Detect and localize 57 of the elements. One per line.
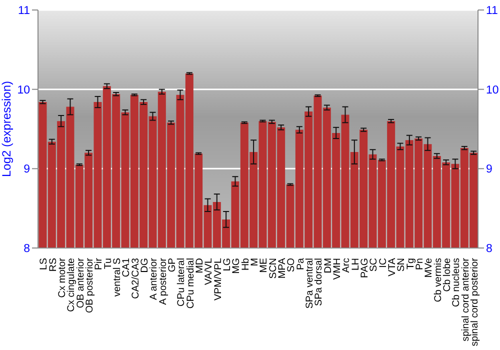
x-tick-label: A anterior — [148, 257, 160, 300]
y-axis-title: Log2 (expression) — [0, 80, 14, 178]
x-tick-label: GP — [166, 258, 178, 272]
x-tick-label: ventral S — [112, 258, 123, 297]
x-tick-label: Cb vermis — [432, 258, 444, 302]
x-tick-label: A posterior — [158, 257, 169, 305]
y2-tick-label: 11 — [486, 5, 498, 18]
x-tick-label: CA1 — [121, 258, 132, 278]
x-tick-label: Cx motor — [56, 257, 68, 298]
x-tick-label: MPA — [276, 258, 288, 279]
x-tick-label: SO — [286, 258, 298, 272]
x-tick-label: SPa ventral — [304, 258, 316, 309]
x-tick-label: Pir — [94, 257, 105, 270]
x-tick-label: CA2/CA3 — [130, 257, 142, 299]
y2-tick-label: 9 — [486, 164, 492, 176]
x-tick-label: Tu — [102, 258, 114, 270]
x-tick-label: DG — [139, 258, 150, 273]
x-tick-label: spinal cord posterior — [469, 257, 480, 346]
x-tick-label: Pa — [295, 257, 306, 270]
x-tick-label: VPM/VPL — [212, 257, 224, 300]
x-tick-label: SC — [368, 258, 380, 272]
x-tick-label: Pn — [414, 258, 426, 270]
x-tick-label: IC — [378, 258, 389, 268]
x-tick-label: Hb — [240, 257, 252, 271]
x-tick-label: VTA — [386, 258, 398, 276]
x-tick-label: OB posterior — [84, 257, 96, 313]
x-tick-label: Tg — [405, 258, 416, 270]
x-tick-label: PAG — [359, 258, 370, 278]
x-tick-label: LG — [222, 258, 233, 272]
x-tick-label: LS — [38, 258, 50, 270]
y-tick-label: 11 — [18, 5, 30, 18]
x-tick-label: MVe — [424, 257, 435, 278]
x-tick-label: LH — [350, 258, 362, 271]
x-tick-label: MG — [231, 258, 242, 274]
x-tick-label: VA/VL — [204, 257, 215, 286]
y-tick-label: 9 — [24, 164, 30, 176]
y2-tick-label: 10 — [486, 84, 499, 96]
x-tick-label: RS — [48, 258, 59, 272]
x-tick-label: Cb nucleus — [451, 258, 462, 308]
y-tick-label: 10 — [17, 84, 30, 96]
x-tick-label: spinal cord anterior — [460, 257, 472, 342]
x-tick-label: SPa dorsal — [314, 258, 325, 306]
x-tick-label: DM — [322, 258, 334, 274]
x-tick-label: ME — [258, 258, 270, 273]
x-tick-label: M — [249, 258, 260, 266]
x-tick-label: Arc — [341, 258, 352, 273]
y2-tick-label: 8 — [486, 243, 492, 256]
x-tick-label: VMH — [332, 258, 343, 280]
x-tick-label: CPu medial — [185, 258, 196, 309]
x-tick-label: SCN — [268, 258, 279, 279]
x-tick-label: OB anterior — [75, 257, 86, 308]
y-tick-label: 8 — [24, 243, 30, 256]
x-tick-label: Cb lobe — [442, 257, 453, 292]
x-tick-label: Cx cingulate — [66, 257, 78, 312]
x-tick-label: CPu lateral — [176, 258, 188, 306]
x-tick-label: MD — [194, 258, 206, 274]
x-tick-label: SN — [396, 258, 408, 272]
